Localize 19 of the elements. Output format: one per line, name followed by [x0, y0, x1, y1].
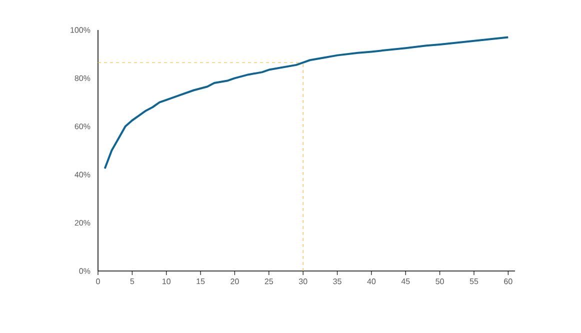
- x-tick-label: 30: [298, 278, 308, 284]
- y-tick-label: 40%: [74, 172, 90, 178]
- x-tick-label: 25: [264, 278, 274, 284]
- y-tick-label: 0%: [79, 268, 90, 274]
- x-tick-label: 0: [96, 278, 100, 284]
- x-tick-label: 40: [367, 278, 376, 284]
- x-tick-label: 50: [436, 278, 444, 284]
- x-tick-label: 35: [333, 278, 342, 284]
- x-tick-label: 45: [401, 278, 410, 284]
- x-tick-label: 15: [196, 278, 205, 284]
- x-tick-label: 55: [470, 278, 478, 284]
- x-tick-label: 20: [230, 278, 239, 284]
- x-tick-label: 10: [162, 278, 170, 284]
- x-tick-label: 60: [504, 278, 512, 284]
- y-tick-label: 80%: [74, 75, 90, 82]
- y-tick-label: 100%: [70, 27, 90, 33]
- y-tick-label: 60%: [74, 124, 90, 130]
- y-tick-label: 20%: [74, 220, 90, 226]
- x-tick-label: 5: [130, 278, 134, 284]
